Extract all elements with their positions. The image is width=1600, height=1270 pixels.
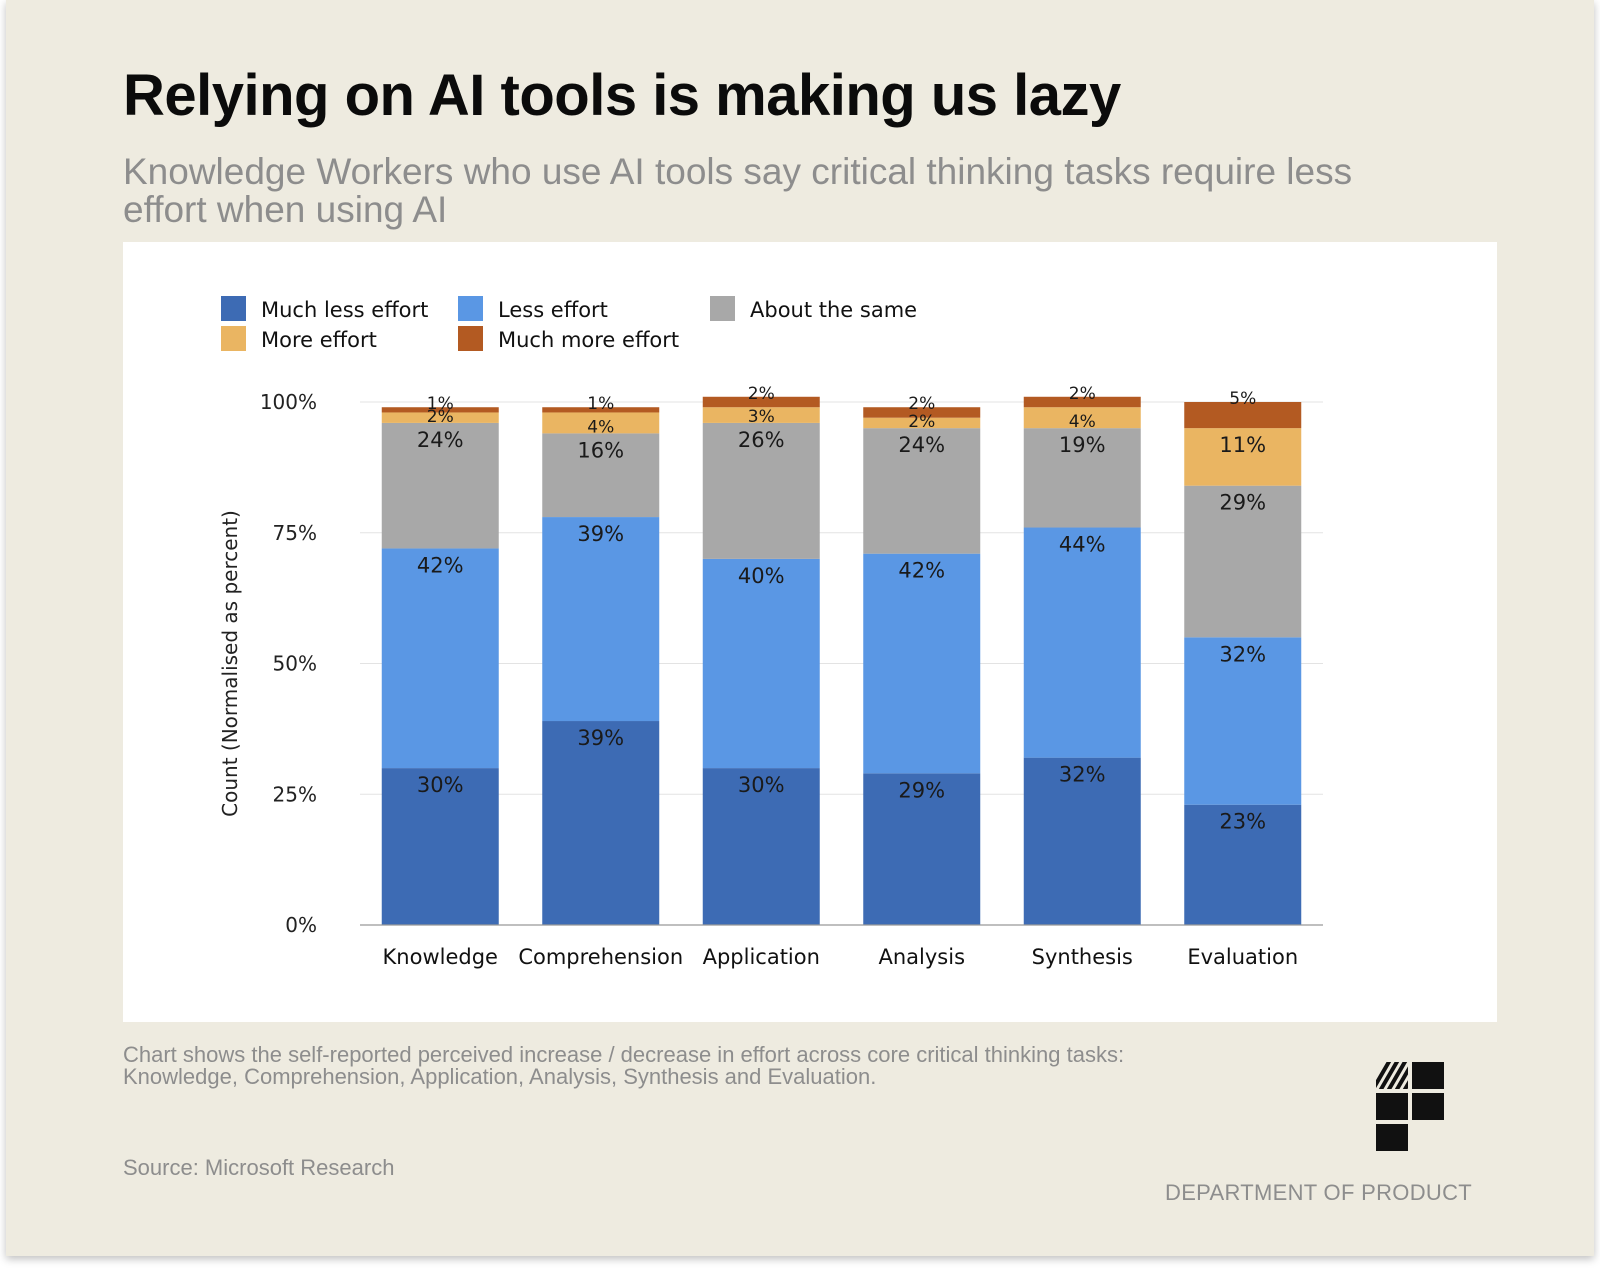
x-tick-label: Analysis [878,945,965,969]
chart-panel: 30% 42% 24% 2% 1% 39% 39% 16% 4% 1% 30% 40% 26% 3% 2% 2… [123,242,1497,1022]
bar-segment [863,407,981,418]
data-label: 24% [417,428,464,452]
bar-segment [1184,402,1302,429]
data-label: 32% [1219,642,1266,666]
bar-segment [1023,396,1141,408]
data-labels: 30%42%24%2%1%39%39%16%4%1%30%40%26%3%2%2… [417,384,1266,834]
data-label: 19% [1059,433,1106,457]
bar-segment [381,407,499,413]
bar-segment [542,433,660,518]
bar-segment [1023,527,1141,758]
data-label: 1% [587,394,614,414]
legend-label: Much less effort [261,298,428,322]
y-tick-label: 0% [285,913,317,937]
axes: 0% 25% 50% 75% 100% Count (Normalised as perc… [218,390,1323,969]
legend-label: More effort [261,328,377,352]
data-label: 39% [577,726,624,750]
bar-segment [542,517,660,722]
source-credit: Source: Microsoft Research [123,1155,395,1180]
y-tick-label: 100% [260,390,317,414]
data-label: 2% [908,412,935,432]
bar-segment [1023,428,1141,528]
y-tick-label: 25% [273,782,317,806]
bars [381,396,1302,925]
page-title: Relying on AI tools is making us lazy [123,63,1121,128]
bar-segment [1023,757,1141,925]
bar-segment [1184,428,1302,486]
legend-swatch [221,296,246,321]
x-tick-label: Evaluation [1187,945,1298,969]
x-tick-label: Application [703,945,820,969]
bar-segment [1184,637,1302,805]
legend-label: Less effort [498,298,608,322]
bar-segment [863,417,981,429]
x-tick-label: Synthesis [1032,945,1133,969]
legend-label: About the same [750,298,917,322]
legend-swatch [221,326,246,351]
bar-segment [702,558,820,769]
y-axis-title: Count (Normalised as percent) [218,510,242,817]
bar-segment [542,721,660,925]
data-label: 2% [748,384,775,404]
data-label: 39% [577,522,624,546]
data-label: 26% [738,428,785,452]
data-label: 30% [738,773,785,797]
bar-segment [381,412,499,423]
data-label: 29% [1219,491,1266,515]
stacked-bar-chart: 30%42%24%2%1%39%39%16%4%1%30%40%26%3%2%2… [218,296,1323,969]
data-label: 4% [1069,412,1096,432]
bar-segment [381,548,499,769]
data-label: 3% [748,407,775,427]
chart-card: Relying on AI tools is making us lazy Kn… [6,0,1594,1256]
legend-swatch [710,296,735,321]
bar-segment [702,407,820,423]
data-label: 30% [417,773,464,797]
gridlines [360,401,1323,795]
y-tick-label: 75% [273,521,317,545]
x-tick-label: Knowledge [383,945,498,969]
data-label: 32% [1059,763,1106,787]
data-label: 42% [898,559,945,583]
bar-segment [702,422,820,559]
data-label: 2% [1069,384,1096,404]
bar-segment [863,428,981,554]
bar-segment [381,768,499,925]
bar-segment [381,422,499,549]
y-tick-label: 50% [273,652,317,676]
data-label: 16% [577,438,624,462]
data-label: 44% [1059,533,1106,557]
data-label: 2% [908,394,935,414]
legend-swatch [458,296,483,321]
legend-label: Much more effort [498,328,679,352]
data-label: 23% [1219,810,1266,834]
data-label: 1% [427,394,454,414]
bar-segment [1023,407,1141,429]
data-label: 2% [427,407,454,427]
bar-segment [702,396,820,408]
bar-segment [542,407,660,413]
legend: Much less effort Less effort About the sam… [221,296,917,352]
bar-segment [1184,804,1302,925]
data-label: 5% [1229,389,1256,409]
bar-segment [1184,485,1302,638]
department-of-product-logo-icon [1376,1062,1444,1151]
brand-name: DEPARTMENT OF PRODUCT [1165,1180,1472,1205]
data-label: 11% [1219,433,1266,457]
chart-footnote: Chart shows the self-reported perceived … [123,1042,1125,1089]
data-label: 4% [587,417,614,437]
bar-segment [702,768,820,925]
data-label: 40% [738,564,785,588]
legend-swatch [458,326,483,351]
data-label: 24% [898,433,945,457]
page-subtitle: Knowledge Workers who use AI tools say c… [123,151,1353,230]
bar-segment [863,553,981,774]
bar-segment [542,412,660,434]
data-label: 29% [898,778,945,802]
data-label: 42% [417,553,464,577]
x-tick-label: Comprehension [518,945,683,969]
bar-segment [863,773,981,925]
